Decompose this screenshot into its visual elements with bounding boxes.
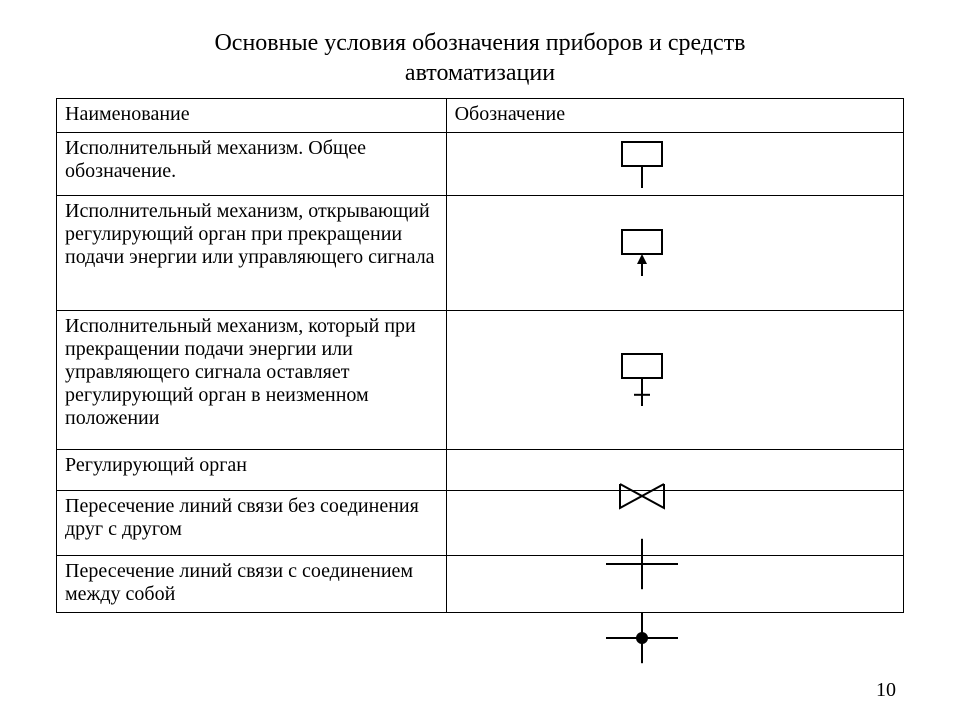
table-row: Исполнительный механизм. Общее обозначен… bbox=[57, 133, 904, 196]
row-name: Исполнительный механизм, который при пре… bbox=[57, 311, 447, 450]
symbol-actuator-hold-on-fail bbox=[612, 352, 672, 425]
cross-connect-icon bbox=[596, 608, 688, 668]
title-line-1: Основные условия обозначения приборов и … bbox=[214, 30, 745, 56]
row-name: Исполнительный механизм, открывающий рег… bbox=[57, 196, 447, 311]
actuator-general-icon bbox=[612, 140, 672, 200]
row-name: Пересечение линий связи с соединением ме… bbox=[57, 556, 447, 613]
page: Основные условия обозначения приборов и … bbox=[0, 0, 960, 720]
symbols-table: Наименование Обозначение Исполнительный … bbox=[56, 98, 904, 613]
row-name: Регулирующий орган bbox=[57, 450, 447, 491]
row-symbol-cell bbox=[446, 133, 903, 196]
title-line-2: автоматизации bbox=[405, 60, 555, 86]
regulating-element-icon bbox=[606, 478, 678, 514]
page-title: Основные условия обозначения приборов и … bbox=[56, 28, 904, 88]
table-row: Пересечение линий связи с соединением ме… bbox=[57, 556, 904, 613]
row-name: Пересечение линий связи без соединения д… bbox=[57, 491, 447, 556]
symbol-cross-no-connect bbox=[596, 534, 688, 599]
col-header-symbol: Обозначение bbox=[446, 99, 903, 133]
symbol-regulating-element bbox=[606, 478, 678, 519]
table-row: Пересечение линий связи без соединения д… bbox=[57, 491, 904, 556]
symbol-actuator-open-on-fail bbox=[612, 228, 672, 297]
actuator-open-on-fail-icon bbox=[612, 228, 672, 292]
row-name: Исполнительный механизм. Общее обозначен… bbox=[57, 133, 447, 196]
table-header-row: Наименование Обозначение bbox=[57, 99, 904, 133]
table-row: Исполнительный механизм, который при пре… bbox=[57, 311, 904, 450]
actuator-hold-on-fail-icon bbox=[612, 352, 672, 420]
page-number: 10 bbox=[876, 679, 896, 702]
symbol-actuator-general bbox=[612, 140, 672, 205]
cross-no-connect-icon bbox=[596, 534, 688, 594]
symbol-cross-connect bbox=[596, 608, 688, 673]
row-symbol-cell bbox=[446, 196, 903, 311]
table-row: Исполнительный механизм, открывающий рег… bbox=[57, 196, 904, 311]
col-header-name: Наименование bbox=[57, 99, 447, 133]
row-symbol-cell bbox=[446, 311, 903, 450]
table-row: Регулирующий орган bbox=[57, 450, 904, 491]
